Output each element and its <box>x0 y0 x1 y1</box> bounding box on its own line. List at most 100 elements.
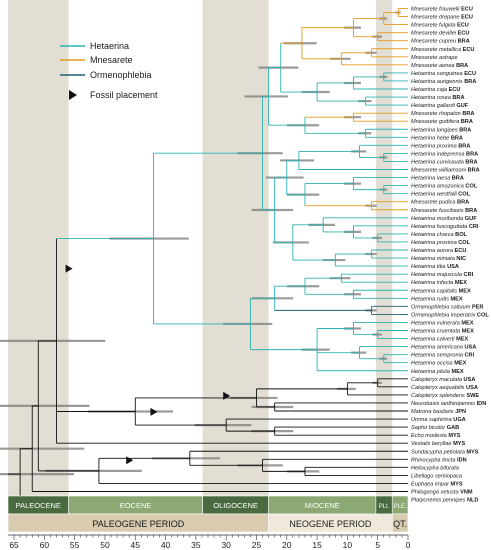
taxon-name: Mnesarete aenea <box>411 63 456 69</box>
taxon-name: Umma saphirina <box>411 417 453 423</box>
taxon-label: Platycnemis pennipes NLD <box>411 498 478 504</box>
taxon-name: Hetaerina curvicauda <box>411 159 465 165</box>
taxon-country: MYS <box>466 449 478 455</box>
taxon-country: MEX <box>456 337 468 343</box>
axis-tick-label: 50 <box>100 540 110 550</box>
taxon-country: MYS <box>451 481 463 487</box>
taxon-country: MEX <box>459 288 471 294</box>
taxon-name: Mnesarete fulgida <box>411 23 457 29</box>
taxon-label: Hetaerina aurigennis BRA <box>411 79 476 85</box>
epoch-label: OLIGOCENE <box>213 501 258 510</box>
taxon-name: Hetaerina caja <box>411 87 449 93</box>
taxon-country: ECU <box>455 248 467 254</box>
taxon-label: Vestalis beryllae MYS <box>411 441 465 447</box>
taxon-name: Hetaerina majuscula <box>411 272 464 278</box>
taxon-name: Hetaerina indeprensa <box>411 151 466 157</box>
taxon-label: Mnesarete guttifera BRA <box>411 119 473 125</box>
taxon-label: Mnesarete fuscibasis BRA <box>411 208 477 214</box>
taxon-country: BRA <box>452 95 464 101</box>
taxon-country: ECU <box>464 71 476 77</box>
taxon-country: COL <box>477 312 489 318</box>
taxon-name: Matrona basilaris <box>411 409 455 415</box>
taxon-country: GUF <box>456 103 468 109</box>
taxon-name: Ormenophlebia imperatrix <box>411 312 477 318</box>
axis-tick-label: 60 <box>40 540 50 550</box>
taxon-country: ECU <box>449 87 461 93</box>
taxon-label: Calopteryx splendens SWE <box>411 393 479 399</box>
taxon-label: Neurobasis ianthinipennis IDN <box>411 401 486 407</box>
taxon-name: Mnesarete devillei <box>411 31 458 37</box>
axis-tick-label: 20 <box>282 540 292 550</box>
epoch-label: PLE. <box>394 504 407 510</box>
fossil-marker-icon <box>150 407 158 416</box>
taxon-label: Ormenophlebia saltuum PER <box>411 304 483 310</box>
taxon-country: USA <box>466 385 478 391</box>
taxon-name: Hetaerina calverti <box>411 337 456 343</box>
taxon-label: Hetaerina proxima BRA <box>411 143 470 149</box>
taxon-country: MEX <box>455 280 467 286</box>
period-label: NEOGENE PERIOD <box>289 519 372 529</box>
epoch-shading <box>8 0 393 522</box>
taxon-label: Hetaerina moribunda GUF <box>411 216 477 222</box>
axis-tick-label: 65 <box>9 540 19 550</box>
taxon-label: Mnesarete fulgida ECU <box>411 23 469 29</box>
legend-label-fossil: Fossil placement <box>90 90 158 100</box>
taxon-label: Heliocypha biforata <box>411 465 459 471</box>
taxon-label: Hetaerina charca BOL <box>411 232 468 238</box>
taxon-country: BRA <box>459 127 471 133</box>
taxon-country: BRA <box>466 151 478 157</box>
taxon-name: Ormenophlebia saltuum <box>411 304 472 310</box>
taxon-label: Umma saphirina UGA <box>411 417 466 423</box>
taxon-name: Hetaerina aurigennis <box>411 79 464 85</box>
taxon-label: Sapho bicolor GAB <box>411 425 459 431</box>
taxon-name: Hetaerina rosea <box>411 95 452 101</box>
taxon-country: GUF <box>465 216 477 222</box>
taxon-country: ECU <box>461 7 473 13</box>
taxon-label: Rhinocypha tincta IDN <box>411 457 467 463</box>
taxon-name: Platycnemis pennipes <box>411 498 467 504</box>
taxon-name: Hetaerina westfalli <box>411 192 458 198</box>
taxon-name: Calopteryx aequabilis <box>411 385 466 391</box>
taxon-country: SWE <box>466 393 479 399</box>
taxon-country: ECU <box>461 15 473 21</box>
taxon-country: BRA <box>464 79 476 85</box>
fossil-marker-icon <box>126 456 134 465</box>
taxon-name: Mnesarete drepane <box>411 15 461 21</box>
taxon-name: Hetaerina proxima <box>411 240 458 246</box>
taxon-name: Hetaerina charca <box>411 232 455 238</box>
epoch-band-1 <box>202 0 269 522</box>
taxon-label: Hetaerina sempronia CRI <box>411 353 475 359</box>
taxon-country: MEX <box>451 369 463 375</box>
taxon-label: Calopteryx maculata USA <box>411 377 475 383</box>
taxon-name: Mnesarete pudica <box>411 200 457 206</box>
taxon-country: IDN <box>477 401 487 407</box>
epoch-band-2 <box>375 0 393 522</box>
taxon-country: BRA <box>465 208 477 214</box>
taxon-name: Hetaerina proxima <box>411 143 458 149</box>
axis-tick-label: 55 <box>70 540 80 550</box>
taxon-country: BRA <box>458 143 470 149</box>
taxon-label: Libellago semiopaca <box>411 473 462 479</box>
taxon-name: Calopteryx maculata <box>411 377 464 383</box>
taxon-label: Hetaerina curvicauda BRA <box>411 159 478 165</box>
taxon-label: Hetaerina aurora ECU <box>411 248 466 254</box>
epoch-label: MIOCENE <box>305 501 340 510</box>
axis-tick-label: 5 <box>375 540 380 550</box>
taxon-country: ECU <box>457 23 469 29</box>
taxon-name: Mnesarete frauwelli <box>411 7 461 13</box>
taxon-name: Hetaerina capitalis <box>411 288 459 294</box>
taxon-country: USA <box>464 377 476 383</box>
taxon-name: Hetaerina moribunda <box>411 216 465 222</box>
taxon-name: Sapho bicolor <box>411 425 447 431</box>
taxon-label: Hetaerina longipes BRA <box>411 127 471 133</box>
taxon-name: Hetaerina vulnerata <box>411 320 461 326</box>
taxon-country: COL <box>458 192 470 198</box>
taxon-name: Hetaerina titia <box>411 264 447 270</box>
taxon-label: Hetaerina proxima COL <box>411 240 471 246</box>
axis-tick-label: 15 <box>312 540 322 550</box>
taxon-country: VNM <box>460 490 473 496</box>
taxon-label: Hetaerina rosea BRA <box>411 95 464 101</box>
taxon-label: Hetaerina capitalis MEX <box>411 288 471 294</box>
taxon-name: Heliocypha biforata <box>411 465 459 471</box>
